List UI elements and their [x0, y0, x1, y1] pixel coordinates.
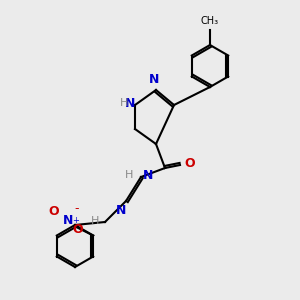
Text: O: O	[49, 205, 59, 218]
Text: +: +	[72, 216, 79, 225]
Text: N: N	[62, 214, 73, 227]
Text: N: N	[116, 204, 127, 217]
Text: N: N	[125, 97, 136, 110]
Text: H: H	[120, 98, 129, 109]
Text: -: -	[74, 202, 79, 215]
Text: O: O	[184, 157, 195, 170]
Text: N: N	[149, 74, 160, 86]
Text: H: H	[125, 170, 134, 181]
Text: H: H	[91, 215, 99, 226]
Text: CH₃: CH₃	[201, 16, 219, 26]
Text: O: O	[73, 223, 83, 236]
Text: N: N	[142, 169, 153, 182]
